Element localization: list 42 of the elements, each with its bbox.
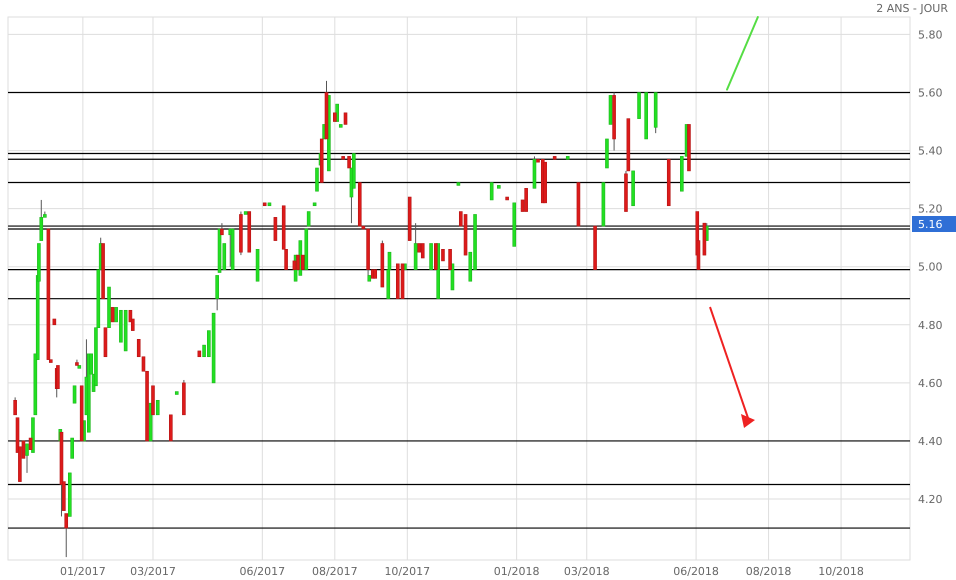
candlestick [524, 188, 528, 212]
candlestick [156, 400, 160, 416]
candlestick [110, 307, 114, 322]
x-tick-label: 08/2018 [746, 565, 792, 578]
y-tick-label: 4.20 [918, 493, 942, 506]
text: 5.16 [918, 218, 942, 231]
candlestick [490, 182, 494, 200]
y-tick-label: 4.60 [918, 376, 942, 390]
x-tick-label: 08/2017 [312, 565, 358, 578]
x-tick-label: 01/2017 [60, 565, 106, 578]
candlestick [25, 443, 29, 474]
y-tick-label: 5.60 [918, 86, 942, 100]
x-tick-label: 01/2018 [494, 565, 540, 578]
candlestick [220, 222, 224, 236]
x-tick-label: 03/2018 [564, 565, 610, 578]
candlestick [70, 438, 74, 459]
candlestick [347, 156, 351, 168]
x-tick-label: 03/2017 [130, 565, 176, 578]
x-tick-label: 10/2017 [384, 565, 430, 578]
x-tick-label: 10/2018 [818, 565, 864, 578]
x-tick-label: 06/2018 [673, 565, 719, 578]
candlestick [72, 385, 76, 404]
candlestick [13, 396, 17, 416]
y-tick-label: 5.00 [918, 260, 942, 274]
candlestick [441, 248, 445, 262]
y-tick-label: 5.20 [918, 202, 942, 216]
y-tick-label: 5.40 [918, 144, 942, 158]
y-tick-label: 4.40 [918, 434, 942, 448]
candlestick [28, 438, 32, 450]
candlestick [39, 199, 44, 242]
candlestick [420, 243, 425, 258]
candlestick [344, 112, 348, 125]
x-tick-label: 06/2017 [239, 565, 286, 578]
y-tick-label: 5.80 [918, 28, 942, 42]
candlestick [448, 249, 452, 270]
candlestick [315, 168, 319, 192]
text: 2 ANS - JOUR [876, 2, 948, 15]
candlestick [306, 211, 310, 226]
candlestick [274, 216, 278, 242]
candlestick [215, 274, 219, 311]
y-tick-label: 4.80 [918, 318, 942, 332]
candlestick [64, 513, 68, 558]
